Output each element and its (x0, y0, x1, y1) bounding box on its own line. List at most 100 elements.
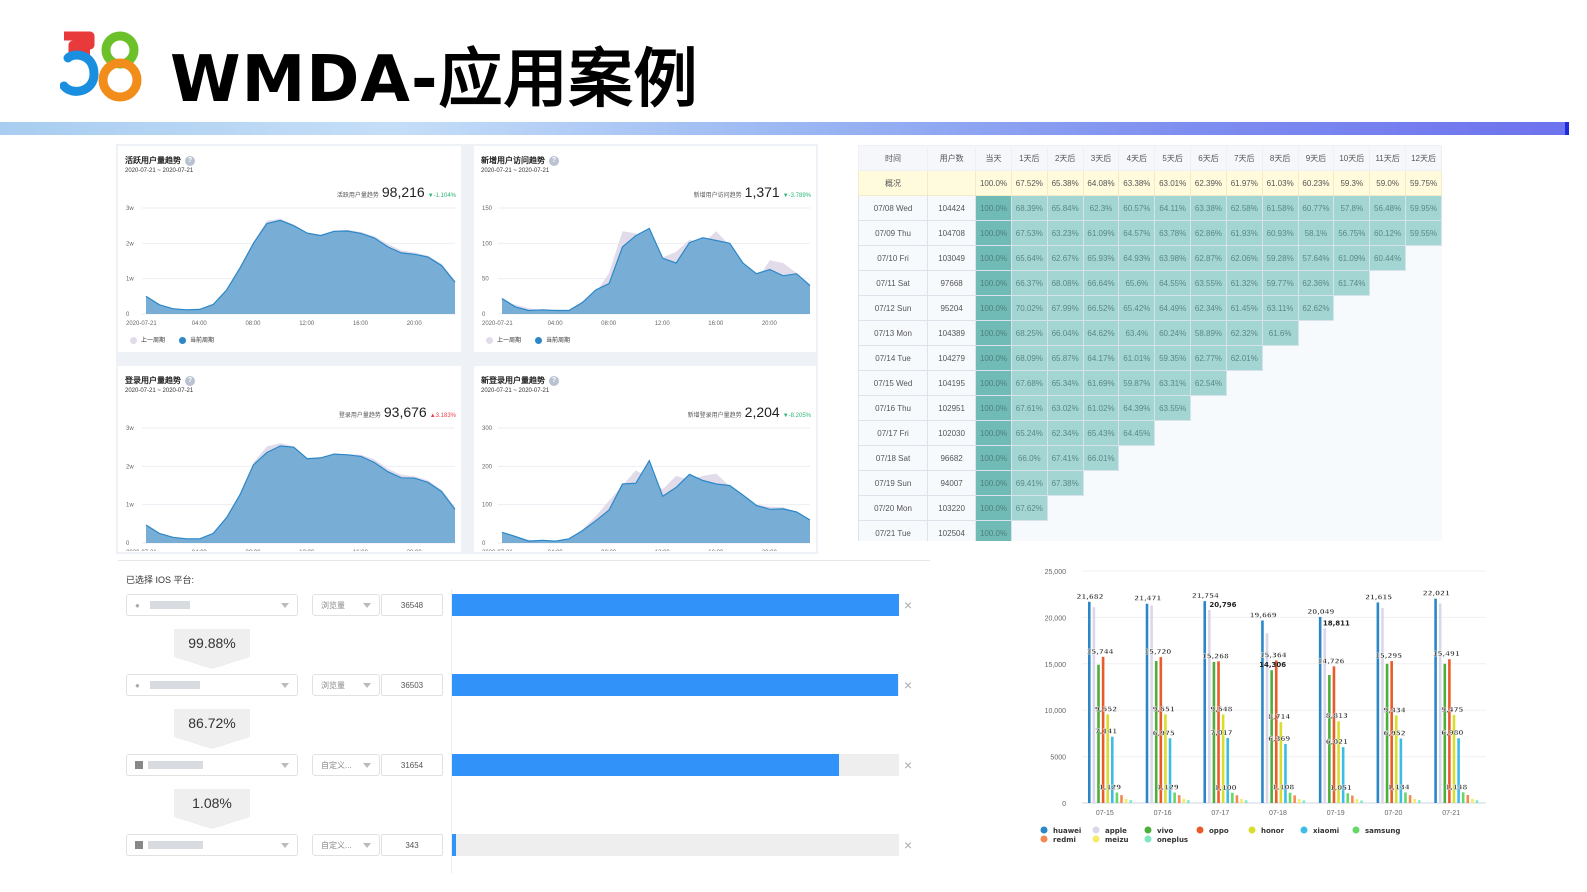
column-header[interactable]: 7天后 (1225, 145, 1263, 171)
help-icon[interactable]: ? (549, 375, 559, 386)
table-row[interactable]: 07/21 Tue 102504 100.0% (858, 520, 1442, 541)
legend-dot-icon (1196, 826, 1204, 834)
bar-honor (1106, 714, 1109, 803)
empty-cell (1405, 445, 1442, 471)
table-row[interactable]: 07/12 Sun 95204 100.0% 70.02% 67.99% 66.52% 65… (858, 295, 1442, 321)
column-header[interactable]: 11天后 (1369, 145, 1407, 171)
column-header[interactable]: 1天后 (1010, 145, 1048, 171)
table-row[interactable]: 07/18 Sat 96682 100.0% 66.0% 67.41% 66.01% (858, 445, 1442, 471)
column-header[interactable]: 5天后 (1154, 145, 1192, 171)
table-row[interactable]: 07/11 Sat 97668 100.0% 66.37% 68.08% 66.64% 65… (858, 270, 1442, 296)
close-icon[interactable]: × (904, 757, 913, 773)
column-header[interactable]: 6天后 (1190, 145, 1227, 171)
svg-text:10,000: 10,000 (1045, 708, 1067, 715)
svg-text:20,796: 20,796 (1209, 601, 1236, 609)
help-icon[interactable]: ? (549, 155, 559, 166)
legend-dot-icon (486, 336, 493, 344)
close-icon[interactable]: × (904, 597, 913, 613)
empty-cell (1369, 420, 1406, 446)
table-row[interactable]: 07/19 Sun 94007 100.0% 69.41% 67.38% (858, 470, 1442, 496)
area-chart: 150 100 50 0 2020-07-21 04:00 08:00 12:00 16:00 2… (482, 206, 811, 327)
column-header[interactable]: 4天后 (1118, 145, 1156, 171)
summary-users (927, 170, 977, 196)
bar-meizu (1471, 798, 1474, 803)
legend-curr[interactable]: 当前周期 (179, 336, 214, 344)
redacted-text (148, 841, 203, 849)
row-date: 07/08 Wed (858, 195, 929, 221)
column-header[interactable]: 9天后 (1297, 145, 1335, 171)
svg-text:8,714: 8,714 (1268, 713, 1290, 721)
svg-text:1w: 1w (126, 503, 134, 509)
retention-cell: 63.23% (1046, 220, 1084, 246)
svg-text:150: 150 (482, 206, 493, 212)
retention-cell: 67.62% (1010, 495, 1048, 521)
kpi-value: 93,676 (383, 404, 427, 420)
empty-cell (1405, 495, 1442, 521)
table-row[interactable]: 07/14 Tue 104279 100.0% 68.09% 65.87% 64.17% 6… (858, 345, 1442, 371)
row-users: 95204 (927, 295, 977, 321)
metric-select[interactable]: 浏览量 (312, 594, 380, 616)
metric-select[interactable]: 浏览量 (312, 674, 380, 696)
column-header[interactable]: 2天后 (1046, 145, 1084, 171)
column-header[interactable]: 用户数 (927, 145, 977, 171)
close-icon[interactable]: × (904, 677, 913, 693)
help-icon[interactable]: ? (185, 375, 195, 386)
metric-select[interactable]: 自定义... (312, 834, 380, 856)
column-header[interactable]: 12天后 (1405, 145, 1442, 171)
event-select[interactable]: ● (126, 594, 298, 616)
table-row[interactable]: 07/13 Mon 104389 100.0% 68.25% 66.04% 64.62% 6… (858, 320, 1442, 346)
legend-dot-icon (1248, 826, 1256, 834)
event-select[interactable] (126, 754, 298, 776)
empty-cell (1262, 420, 1299, 446)
legend-prev[interactable]: 上一周期 (130, 336, 165, 344)
empty-cell (1118, 445, 1155, 471)
empty-cell (1298, 420, 1334, 446)
table-row[interactable]: 07/15 Wed 104195 100.0% 67.68% 65.34% 61.69% 5… (858, 370, 1442, 396)
svg-text:21,471: 21,471 (1134, 595, 1161, 603)
arrow-down-icon (174, 657, 250, 669)
column-header[interactable]: 10天后 (1333, 145, 1371, 171)
empty-cell (1369, 395, 1406, 421)
legend-item: huawei (1053, 827, 1081, 835)
event-select[interactable]: ● (126, 674, 298, 696)
table-row[interactable]: 07/17 Fri 102030 100.0% 65.24% 62.34% 65.43% 6… (858, 420, 1442, 446)
empty-cell (1333, 495, 1370, 521)
bar-samsung (1404, 792, 1407, 803)
legend-item: redmi (1053, 836, 1076, 844)
column-header[interactable]: 当天 (975, 145, 1012, 171)
kpi-summary: 新增登录用户量趋势 2,204 ▼-8.205% (688, 404, 811, 420)
empty-cell (1226, 420, 1263, 446)
metric-select[interactable]: 自定义... (312, 754, 380, 776)
table-row[interactable]: 07/10 Fri 103049 100.0% 65.64% 62.67% 65.93% 6… (858, 245, 1442, 271)
empty-cell (1405, 245, 1442, 271)
summary-cell: 61.03% (1261, 170, 1299, 196)
bar-samsung (1288, 792, 1292, 803)
table-row[interactable]: 07/16 Thu 102951 100.0% 67.61% 63.02% 61.02% 6… (858, 395, 1442, 421)
empty-cell (1226, 520, 1263, 541)
empty-cell (1298, 370, 1334, 396)
retention-cell: 100.0% (975, 445, 1012, 471)
column-header[interactable]: 时间 (858, 145, 929, 171)
help-icon[interactable]: ? (185, 155, 195, 166)
column-header[interactable]: 3天后 (1082, 145, 1120, 171)
empty-cell (1369, 470, 1406, 496)
retention-cell: 56.48% (1369, 195, 1407, 221)
column-header[interactable]: 8天后 (1261, 145, 1299, 171)
retention-cell: 61.74% (1333, 270, 1371, 296)
page-title: WMDA-应用案例 (170, 43, 699, 117)
table-row[interactable]: 07/08 Wed 104424 100.0% 68.39% 65.84% 62.3% 60… (858, 195, 1442, 221)
bar-huawei (1203, 601, 1207, 803)
close-icon[interactable]: × (904, 837, 913, 853)
svg-text:6,980: 6,980 (1441, 729, 1463, 737)
empty-cell (1333, 445, 1370, 471)
table-row[interactable]: 07/20 Mon 103220 100.0% 67.62% (858, 495, 1442, 521)
svg-text:5000: 5000 (1050, 755, 1066, 762)
svg-text:12:00: 12:00 (655, 550, 671, 551)
empty-cell (1333, 520, 1370, 541)
legend-prev[interactable]: 上一周期 (486, 336, 521, 344)
event-select[interactable] (126, 834, 298, 856)
legend-curr[interactable]: 当前周期 (535, 336, 570, 344)
table-row[interactable]: 07/09 Thu 104708 100.0% 67.53% 63.23% 61.09% 6… (858, 220, 1442, 246)
bar-xiaomi (1399, 738, 1403, 803)
card-title: 新增用户访问趋势? (481, 155, 559, 166)
